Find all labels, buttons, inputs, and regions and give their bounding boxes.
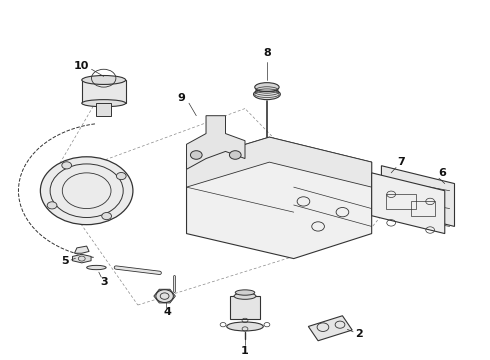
Circle shape — [229, 151, 241, 159]
Polygon shape — [73, 254, 91, 263]
Bar — [82, 80, 125, 103]
Ellipse shape — [227, 322, 263, 331]
Ellipse shape — [234, 293, 256, 299]
Polygon shape — [187, 116, 245, 169]
Ellipse shape — [253, 89, 280, 100]
Text: 2: 2 — [356, 329, 364, 339]
Bar — [97, 103, 111, 116]
Circle shape — [117, 172, 126, 180]
Text: 6: 6 — [439, 168, 446, 178]
Ellipse shape — [255, 83, 279, 91]
Text: 3: 3 — [100, 277, 107, 287]
Ellipse shape — [235, 290, 255, 295]
Circle shape — [191, 151, 202, 159]
Polygon shape — [308, 316, 352, 341]
Circle shape — [47, 202, 57, 209]
Text: 7: 7 — [397, 157, 405, 167]
Bar — [386, 194, 416, 208]
Polygon shape — [187, 137, 372, 258]
Text: 9: 9 — [178, 93, 186, 103]
Polygon shape — [381, 166, 455, 226]
Text: 1: 1 — [241, 346, 249, 356]
Text: 10: 10 — [74, 61, 90, 71]
Bar — [411, 202, 435, 216]
Text: 5: 5 — [61, 256, 69, 266]
Circle shape — [156, 290, 173, 302]
Ellipse shape — [82, 100, 125, 107]
Text: 4: 4 — [163, 307, 171, 317]
Circle shape — [62, 162, 72, 169]
Polygon shape — [74, 246, 89, 253]
Ellipse shape — [87, 265, 106, 270]
Circle shape — [102, 212, 112, 220]
Ellipse shape — [82, 76, 125, 85]
Polygon shape — [372, 173, 445, 234]
Polygon shape — [187, 137, 372, 187]
Ellipse shape — [40, 157, 133, 225]
Text: 8: 8 — [263, 48, 271, 58]
Bar — [230, 296, 260, 319]
